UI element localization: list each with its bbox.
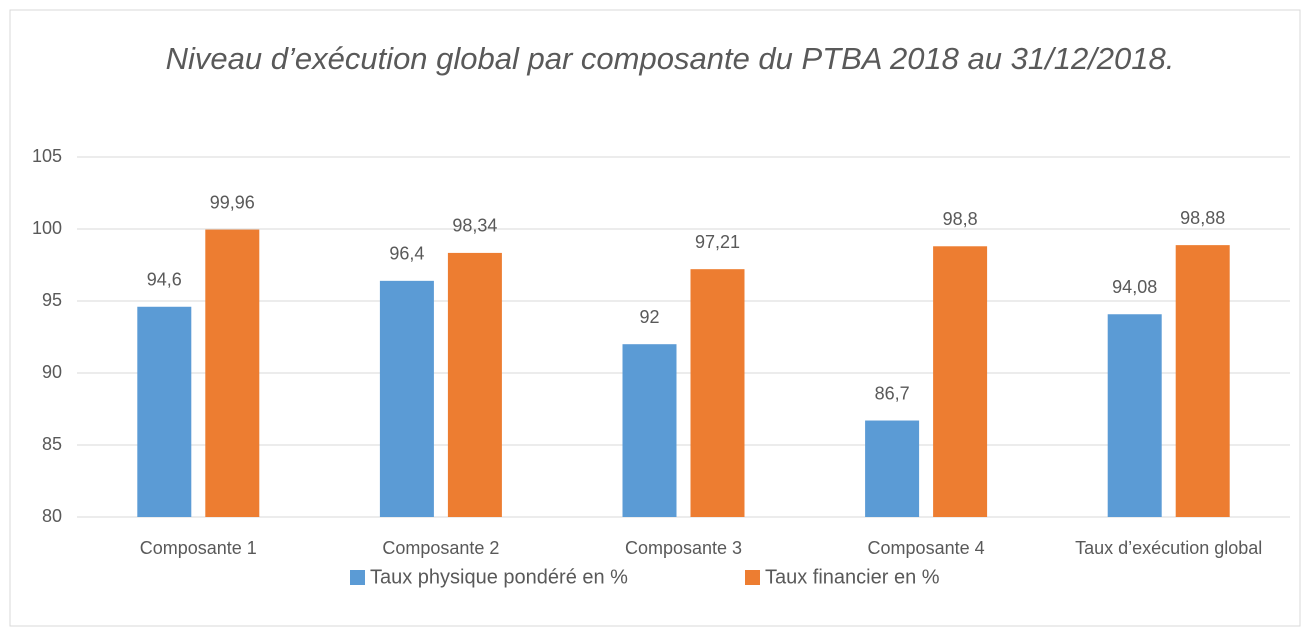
y-tick-label: 90 [42,362,62,382]
data-label: 98,8 [943,209,978,229]
data-label: 98,34 [452,216,497,236]
x-tick-label: Composante 1 [140,538,257,558]
x-tick-label: Taux d’exécution global [1075,538,1262,558]
x-tick-label: Composante 2 [382,538,499,558]
bar [622,344,677,517]
y-tick-label: 100 [32,218,62,238]
bar [447,252,502,518]
y-tick-label: 85 [42,434,62,454]
data-label: 94,08 [1112,277,1157,297]
y-tick-label: 95 [42,290,62,310]
data-label: 86,7 [875,383,910,403]
bar [205,229,260,518]
bar [137,306,192,517]
data-label: 92 [639,307,659,327]
data-label: 98,88 [1180,208,1225,228]
bar [690,269,745,517]
data-label: 96,4 [389,244,424,264]
bar [1107,314,1162,517]
legend-label: Taux financier en % [765,566,940,588]
data-label: 97,21 [695,232,740,252]
x-tick-label: Composante 3 [625,538,742,558]
data-label: 99,96 [210,192,255,212]
bar [933,246,988,517]
y-tick-label: 105 [32,146,62,166]
legend-swatch [745,570,760,585]
bar [379,280,434,517]
bar [1175,245,1230,518]
bar [865,420,920,517]
data-label: 94,6 [147,270,182,290]
chart-title: Niveau d’exécution global par composante… [165,41,1175,76]
legend-label: Taux physique pondéré en % [370,566,628,588]
legend-swatch [350,570,365,585]
x-tick-label: Composante 4 [868,538,985,558]
y-tick-label: 80 [42,506,62,526]
